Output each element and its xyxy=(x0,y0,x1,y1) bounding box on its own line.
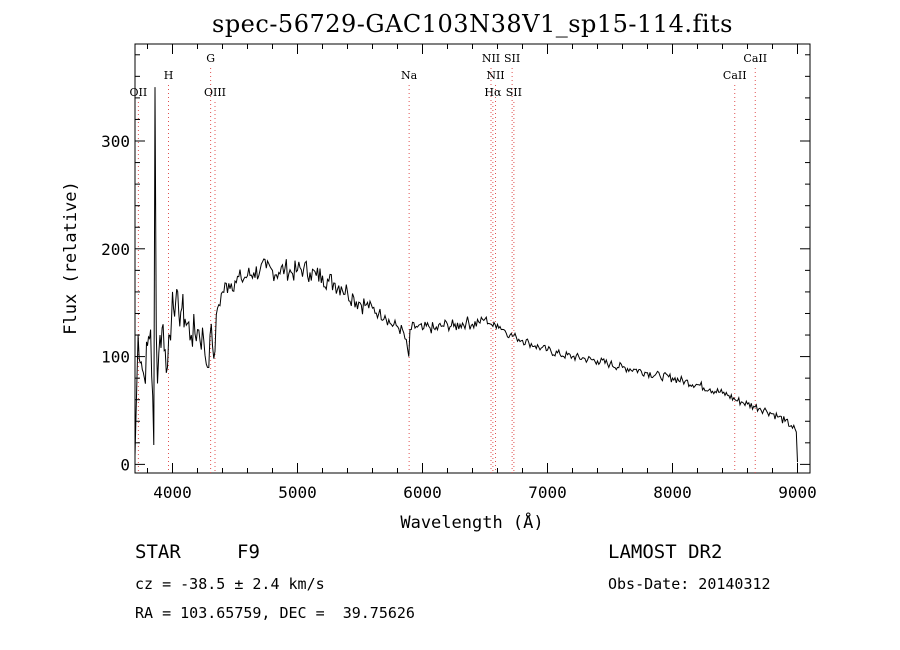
x-tick-label: 8000 xyxy=(653,483,692,502)
line-label: SII xyxy=(504,52,520,65)
line-label: H xyxy=(164,69,174,82)
line-label: CaII xyxy=(743,52,767,65)
line-label: NII xyxy=(486,69,504,82)
x-tick-label: 7000 xyxy=(528,483,567,502)
flux-series-line xyxy=(134,87,798,463)
chart-title: spec-56729-GAC103N38V1_sp15-114.fits xyxy=(212,10,733,38)
line-label: CaII xyxy=(723,69,747,82)
x-tick-label: 4000 xyxy=(153,483,192,502)
line-label: OIII xyxy=(204,86,226,99)
spectral-line-markers xyxy=(137,68,756,473)
redshift-cz: cz = -38.5 ± 2.4 km/s xyxy=(135,575,325,593)
object-subclass: F9 xyxy=(237,541,260,563)
line-label: Na xyxy=(401,69,418,82)
y-tick-label: 0 xyxy=(120,455,130,474)
survey-name: LAMOST DR2 xyxy=(608,541,723,563)
line-label: NII xyxy=(482,52,500,65)
ra-dec: RA = 103.65759, DEC = 39.75626 xyxy=(135,604,415,622)
x-tick-label: 9000 xyxy=(778,483,817,502)
plot-frame xyxy=(134,43,811,474)
line-label: SII xyxy=(506,86,522,99)
y-tick-label: 300 xyxy=(101,132,130,151)
line-label: OII xyxy=(130,86,148,99)
x-axis-ticks: 4000 5000 6000 7000 8000 9000 xyxy=(147,44,817,502)
y-tick-label: 200 xyxy=(101,240,130,259)
obs-date: Obs-Date: 20140312 xyxy=(608,575,771,593)
object-class: STAR xyxy=(135,541,181,563)
y-tick-label: 100 xyxy=(101,348,130,367)
y-axis-ticks: 0 100 200 300 xyxy=(101,54,810,474)
line-label: Hα xyxy=(484,86,502,99)
x-axis-label: Wavelength (Å) xyxy=(400,511,543,533)
x-tick-label: 5000 xyxy=(278,483,317,502)
line-label: G xyxy=(206,52,215,65)
x-tick-label: 6000 xyxy=(403,483,442,502)
y-axis-label: Flux (relative) xyxy=(61,181,81,335)
